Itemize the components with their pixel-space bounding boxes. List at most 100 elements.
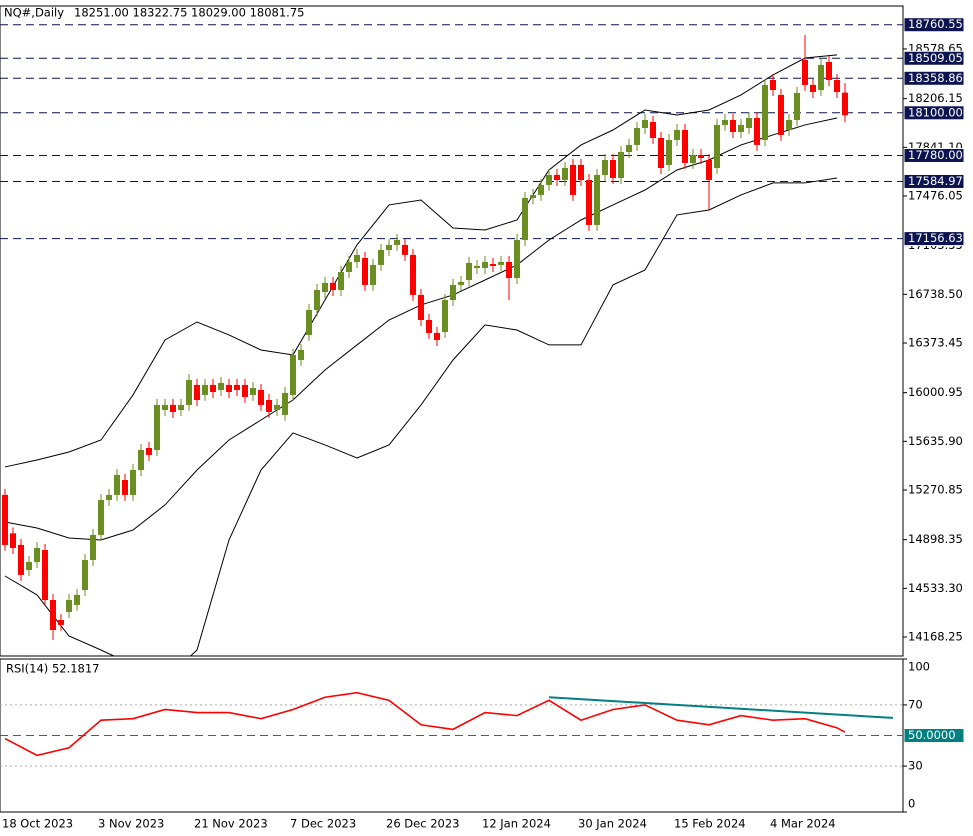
candle-body bbox=[202, 384, 208, 395]
candle-body bbox=[506, 262, 512, 278]
candle-body bbox=[770, 80, 776, 90]
candle-body bbox=[98, 500, 104, 535]
rsi-line bbox=[4, 691, 846, 757]
candle-body bbox=[826, 62, 832, 80]
candle-body bbox=[618, 152, 624, 178]
ohlc-header: 18251.00 18322.75 18029.00 18081.75 bbox=[74, 6, 304, 20]
candle-body bbox=[154, 404, 160, 450]
candle-body bbox=[66, 600, 72, 612]
candle-body bbox=[26, 562, 32, 570]
y-tick-label: 16738.50 bbox=[908, 287, 963, 301]
candle-body bbox=[34, 548, 40, 562]
x-tick-label: 12 Jan 2024 bbox=[482, 817, 551, 831]
candle-body bbox=[298, 350, 304, 360]
candle-body bbox=[370, 264, 376, 285]
level-label-box bbox=[903, 728, 965, 743]
candle-body bbox=[322, 282, 328, 292]
candle-body bbox=[114, 474, 120, 495]
plot-layer: 18578.6518206.1517841.1017476.0517103.55… bbox=[0, 17, 965, 831]
candle-body bbox=[690, 154, 696, 163]
level-label: 17780.00 bbox=[908, 148, 963, 162]
candle-body bbox=[178, 404, 184, 410]
candle-body bbox=[450, 284, 456, 300]
candle-body bbox=[650, 122, 656, 138]
candle-body bbox=[634, 128, 640, 145]
candle-body bbox=[666, 140, 672, 165]
candle-body bbox=[530, 194, 536, 198]
rsi-title: RSI(14) 52.1817 bbox=[6, 662, 100, 676]
candle-body bbox=[514, 240, 520, 278]
level-label-box bbox=[903, 231, 965, 247]
candle-body bbox=[434, 332, 440, 340]
candle-body bbox=[834, 80, 840, 92]
x-tick-label: 7 Dec 2023 bbox=[290, 817, 356, 831]
candle-body bbox=[594, 174, 600, 225]
bollinger-lower bbox=[4, 177, 838, 656]
candle-body bbox=[346, 262, 352, 272]
candle-body bbox=[2, 494, 8, 545]
candle-body bbox=[842, 92, 848, 116]
level-label-box bbox=[903, 147, 965, 163]
candle-body bbox=[474, 266, 480, 268]
y-tick-label: 0 bbox=[908, 797, 915, 811]
candle-body bbox=[274, 404, 280, 410]
candle-body bbox=[410, 254, 416, 295]
x-tick-label: 26 Dec 2023 bbox=[386, 817, 459, 831]
candle-body bbox=[714, 124, 720, 168]
candle-body bbox=[706, 160, 712, 180]
candle-body bbox=[314, 290, 320, 310]
candle-body bbox=[330, 282, 336, 290]
level-label-box bbox=[903, 70, 965, 86]
y-tick-label: 70 bbox=[908, 697, 923, 711]
candle-body bbox=[218, 382, 224, 390]
candle-body bbox=[194, 384, 200, 400]
candle-body bbox=[170, 404, 176, 412]
candle-body bbox=[538, 184, 544, 195]
candle-body bbox=[402, 244, 408, 255]
candle-body bbox=[794, 92, 800, 120]
candle-body bbox=[682, 130, 688, 163]
candle-body bbox=[778, 94, 784, 135]
level-label-box bbox=[903, 105, 965, 121]
candle-body bbox=[282, 392, 288, 415]
candle-body bbox=[362, 258, 368, 285]
candle-body bbox=[226, 384, 232, 392]
candle-body bbox=[234, 384, 240, 390]
candle-body bbox=[426, 320, 432, 333]
candle-body bbox=[394, 240, 400, 245]
candle-body bbox=[306, 310, 312, 335]
candle-body bbox=[242, 384, 248, 397]
candle-body bbox=[554, 174, 560, 180]
level-label-box bbox=[903, 17, 965, 33]
y-tick-label: 30 bbox=[908, 759, 923, 773]
candle-body bbox=[786, 120, 792, 130]
candle-body bbox=[386, 244, 392, 250]
candle-body bbox=[722, 120, 728, 125]
y-tick-label: 18206.15 bbox=[908, 91, 963, 105]
x-tick-label: 4 Mar 2024 bbox=[770, 817, 836, 831]
candle-body bbox=[18, 544, 24, 575]
level-label: 18100.00 bbox=[908, 105, 963, 119]
y-tick-label: 14168.25 bbox=[908, 630, 963, 644]
level-label: 18760.55 bbox=[908, 17, 963, 31]
candle-body bbox=[546, 174, 552, 185]
candle-body bbox=[130, 470, 136, 495]
candle-body bbox=[10, 533, 16, 548]
x-tick-label: 18 Oct 2023 bbox=[2, 817, 73, 831]
y-tick-label: 16000.95 bbox=[908, 385, 963, 399]
candle-body bbox=[754, 118, 760, 145]
candle-body bbox=[162, 404, 168, 410]
candle-body bbox=[626, 144, 632, 152]
candle-body bbox=[482, 262, 488, 268]
candle-body bbox=[522, 198, 528, 240]
candle-body bbox=[90, 534, 96, 560]
candle-body bbox=[762, 84, 768, 140]
y-tick-label: 14898.35 bbox=[908, 532, 963, 546]
main-panel bbox=[0, 5, 904, 657]
level-label: 18358.86 bbox=[908, 71, 963, 85]
candle-body bbox=[138, 450, 144, 470]
candle-body bbox=[498, 262, 504, 265]
candle-body bbox=[290, 354, 296, 395]
candle-body bbox=[106, 494, 112, 500]
